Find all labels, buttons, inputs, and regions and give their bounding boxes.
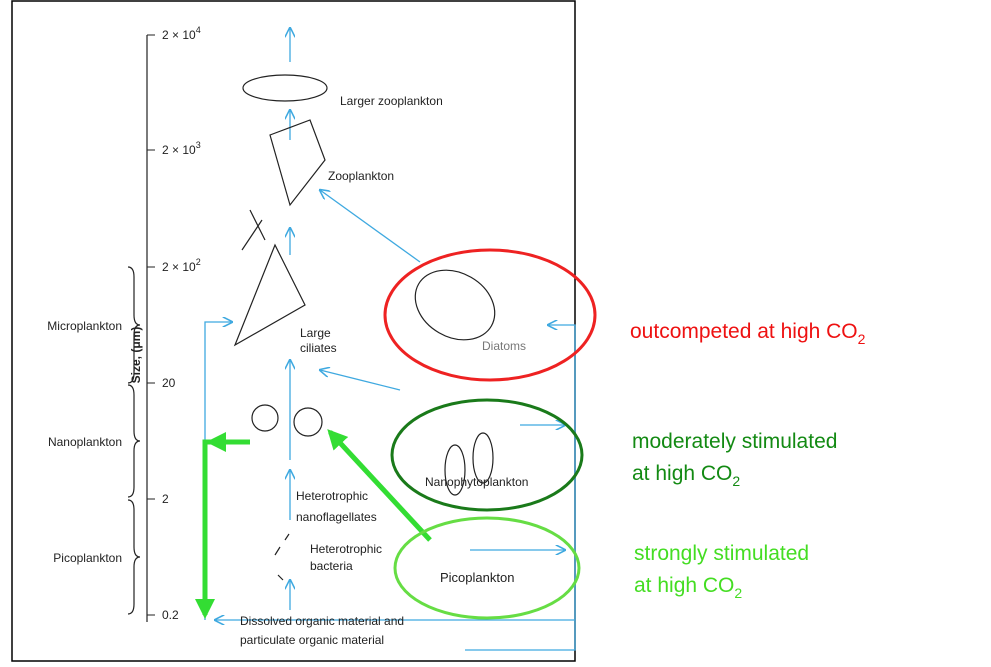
oval-pico [393, 516, 581, 620]
class-label: Microplankton [47, 319, 122, 333]
annotation-text: moderately stimulated [632, 430, 837, 453]
tick-exp: 3 [196, 140, 201, 150]
tick-base: 2 [162, 492, 169, 506]
annotation-text: strongly stimulated [634, 542, 809, 565]
label: Nanophytoplankton [425, 475, 528, 489]
label: Zooplankton [328, 169, 394, 183]
tick-base: 0.2 [162, 608, 179, 622]
arrows [195, 28, 576, 651]
label: bacteria [310, 559, 353, 573]
annotation-text: at high CO [632, 462, 732, 485]
organisms [233, 74, 496, 581]
annotation-sub: 2 [732, 473, 740, 489]
class-label: Picoplankton [53, 551, 122, 565]
label: Heterotrophic [296, 489, 368, 503]
annotation: at high CO2 [634, 574, 742, 601]
tick-exp: 2 [196, 257, 201, 267]
label: nanoflagellates [296, 510, 377, 524]
oval-diatoms [383, 248, 597, 382]
tick-label: 0.2 [162, 608, 179, 622]
annotation: moderately stimulated [632, 430, 837, 453]
annotation-sub: 2 [734, 585, 742, 601]
axis-title: Size, (μm) [129, 327, 143, 384]
tick-label: 2 [162, 492, 169, 506]
label: Large [300, 326, 331, 340]
tick-label: 2 × 104 [162, 25, 201, 42]
annotation: strongly stimulated [634, 542, 809, 565]
tick-exp: 4 [196, 25, 201, 35]
tick-label: 20 [162, 376, 176, 390]
label: Dissolved organic material and [240, 614, 404, 628]
label: Larger zooplankton [340, 94, 443, 108]
tick-base: 2 × 10 [162, 143, 196, 157]
annotation-sub: 2 [858, 331, 866, 347]
label: particulate organic material [240, 633, 384, 647]
tick-base: 20 [162, 376, 176, 390]
label: ciliates [300, 341, 337, 355]
tick-label: 2 × 103 [162, 140, 201, 157]
labels: Larger zooplankton Zooplankton Large cil… [240, 94, 528, 647]
tick-label: 2 × 102 [162, 257, 201, 274]
annotation-text: at high CO [634, 574, 734, 597]
label: Diatoms [482, 339, 526, 353]
class-label: Nanoplankton [48, 435, 122, 449]
annotation: at high CO2 [632, 462, 740, 489]
annotation-text: outcompeted at high CO [630, 320, 858, 343]
label: Picoplankton [440, 570, 514, 585]
annotation: outcompeted at high CO2 [630, 320, 866, 347]
label: Heterotrophic [310, 542, 382, 556]
oval-nano [390, 398, 584, 512]
tick-base: 2 × 10 [162, 260, 196, 274]
tick-base: 2 × 10 [162, 28, 196, 42]
